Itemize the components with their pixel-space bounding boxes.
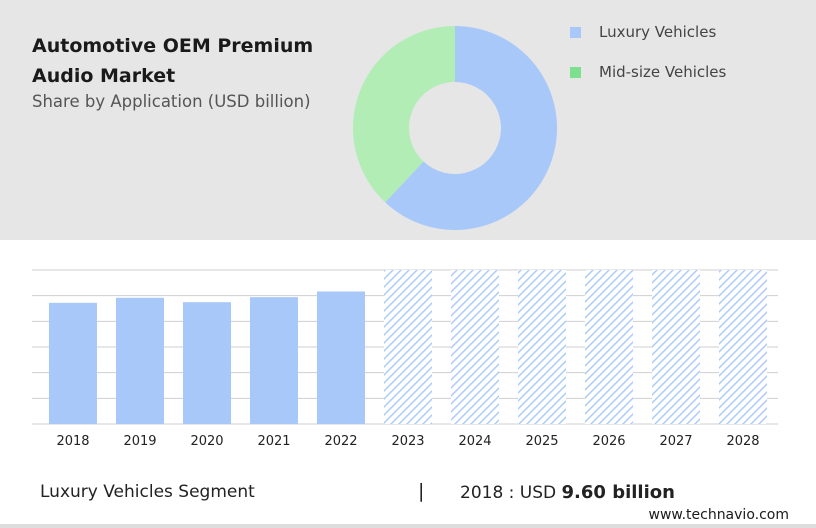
legend-label-luxury: Luxury Vehicles — [599, 23, 717, 41]
x-tick-label-2027: 2027 — [659, 434, 692, 449]
x-tick-label-2019: 2019 — [123, 434, 156, 449]
forecast-bar-2025 — [518, 270, 566, 424]
forecast-bar-2023 — [384, 270, 432, 424]
x-tick-label-2022: 2022 — [324, 434, 357, 449]
legend-item-mid-size-vehicles: Mid-size Vehicles — [570, 62, 726, 82]
footer-separator: | — [418, 480, 425, 502]
bar-chart: 2018 2019 2020 2021 2022 2023 2024 2025 2026 2027… — [32, 269, 778, 449]
footer-value-amount: 9.60 billion — [561, 482, 675, 503]
legend: Luxury Vehicles Mid-size Vehicles — [570, 22, 726, 102]
bar-2018 — [49, 302, 97, 424]
legend-label-mid-size: Mid-size Vehicles — [599, 63, 727, 81]
x-tick-label-2028: 2028 — [726, 434, 759, 449]
bar-2022 — [317, 291, 365, 424]
donut-slice-mid-size-vehicles — [353, 26, 455, 203]
forecast-bar-2027 — [652, 270, 700, 424]
bar-2019 — [116, 297, 164, 424]
forecast-bar-2024 — [451, 270, 499, 424]
chart-subtitle: Share by Application (USD billion) — [32, 92, 311, 111]
forecast-bar-2026 — [585, 270, 633, 424]
x-tick-label-2020: 2020 — [190, 434, 223, 449]
footer-year-label: 2018 : USD — [460, 483, 557, 503]
footer-segment-label: Luxury Vehicles Segment — [40, 482, 255, 502]
footer-value: 2018 : USD 9.60 billion — [460, 482, 675, 503]
x-tick-label-2023: 2023 — [391, 434, 424, 449]
legend-swatch-luxury — [570, 26, 581, 38]
footer-divider — [0, 524, 816, 528]
legend-item-luxury-vehicles: Luxury Vehicles — [570, 22, 726, 42]
x-tick-label-2024: 2024 — [458, 434, 491, 449]
forecast-bar-2028 — [719, 270, 767, 424]
donut-slice-luxury-vehicles — [385, 26, 557, 230]
x-tick-label-2026: 2026 — [592, 434, 625, 449]
site-url: www.technavio.com — [648, 507, 790, 523]
bar-2020 — [183, 302, 231, 424]
x-tick-label-2021: 2021 — [257, 434, 290, 449]
bar-2021 — [250, 297, 298, 424]
x-tick-label-2018: 2018 — [56, 434, 89, 449]
donut-chart — [353, 26, 557, 230]
x-tick-label-2025: 2025 — [525, 434, 558, 449]
legend-swatch-mid-size — [570, 66, 581, 78]
chart-title: Automotive OEM Premium Audio Market — [32, 35, 314, 87]
